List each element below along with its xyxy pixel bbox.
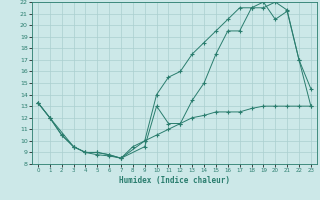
X-axis label: Humidex (Indice chaleur): Humidex (Indice chaleur) [119,176,230,185]
